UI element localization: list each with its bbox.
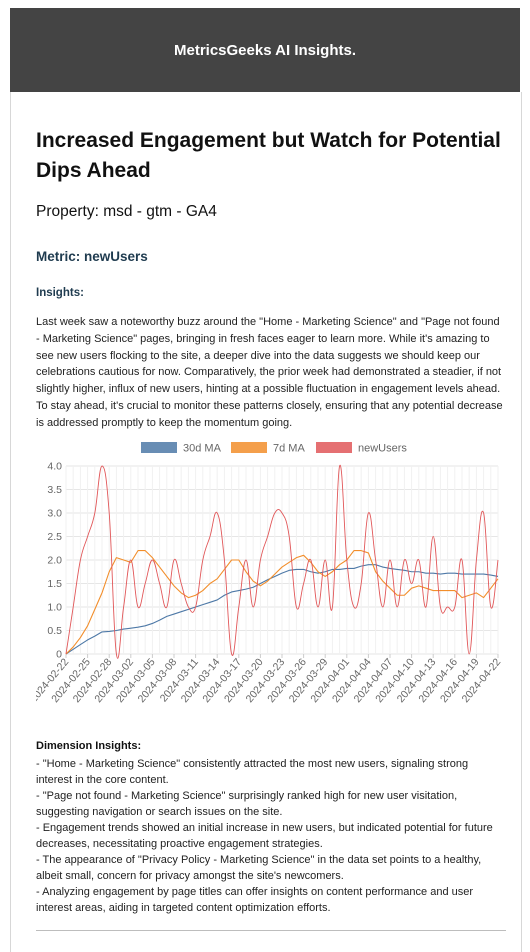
- dimension-insights-heading: Dimension Insights:: [36, 740, 142, 752]
- report-headline: Increased Engagement but Watch for Poten…: [36, 129, 501, 182]
- y-tick-label: 3.5: [47, 484, 62, 496]
- y-tick-label: 4.0: [47, 461, 62, 473]
- y-tick-label: 2.0: [47, 555, 62, 567]
- list-item: - The appearance of "Privacy Policy - Ma…: [36, 854, 482, 882]
- insights-text: Last week saw a noteworthy buzz around t…: [36, 316, 503, 429]
- list-item: - Analyzing engagement by page titles ca…: [36, 886, 474, 914]
- report-card: Increased Engagement but Watch for Poten…: [10, 92, 522, 952]
- line-chart: 00.51.01.52.02.53.03.54.02024-02-222024-…: [28, 442, 503, 705]
- newusers-chart: 0 0.5 1.0 1.5 2.0 2.5 3.0 3.5 4.0 2024-02-22 2024-…: [28, 438, 506, 738]
- legend-swatch: [141, 442, 177, 453]
- y-tick-label: 3.0: [47, 508, 62, 520]
- insights-heading: Insights:: [36, 287, 84, 299]
- dimension-insights-list: - "Home - Marketing Science" consistentl…: [36, 756, 506, 916]
- app-title: MetricsGeeks AI Insights.: [173, 41, 356, 59]
- property-label: Property: msd - gtm - GA4: [36, 203, 217, 220]
- list-item: - "Page not found - Marketing Science" s…: [36, 790, 458, 818]
- app-header: MetricsGeeks AI Insights.: [10, 8, 520, 92]
- legend-label: newUsers: [358, 443, 407, 455]
- series-line-30d-ma: [65, 564, 499, 655]
- list-item: - Engagement trends showed an initial in…: [36, 822, 493, 850]
- divider: [36, 930, 506, 931]
- y-tick-label: 1.5: [47, 578, 62, 590]
- legend-label: 30d MA: [183, 443, 222, 455]
- legend-label: 7d MA: [273, 443, 305, 455]
- y-tick-label: 0.5: [47, 625, 62, 637]
- legend-swatch: [316, 442, 352, 453]
- y-tick-label: 2.5: [47, 531, 62, 543]
- series-line-7d-ma: [65, 550, 499, 655]
- metric-label: Metric: newUsers: [36, 249, 148, 264]
- series-line-newusers: [65, 464, 499, 659]
- legend-swatch: [231, 442, 267, 453]
- y-tick-label: 0: [56, 649, 62, 661]
- y-tick-label: 1.0: [47, 602, 62, 614]
- list-item: - "Home - Marketing Science" consistentl…: [36, 758, 469, 786]
